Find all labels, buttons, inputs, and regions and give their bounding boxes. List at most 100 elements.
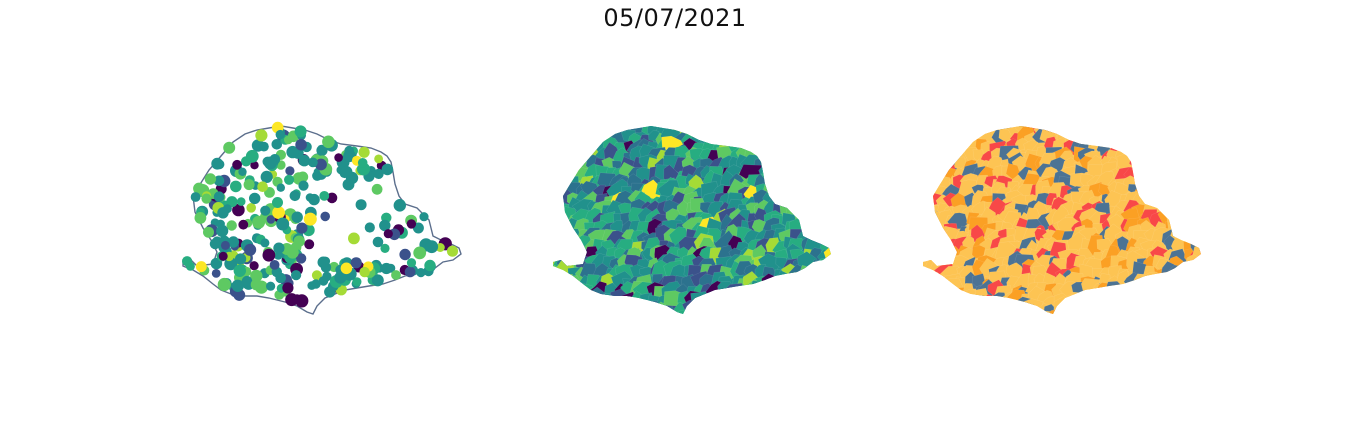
municipality-class-polygon: [1114, 307, 1134, 314]
municipality-point: [250, 269, 263, 283]
municipality-polygon: [726, 126, 742, 137]
municipality-polygon: [830, 221, 831, 237]
municipality-point: [315, 158, 327, 171]
municipality-polygon: [770, 141, 788, 157]
municipality-polygon: [556, 282, 572, 298]
municipality-class-polygon: [1194, 281, 1201, 301]
municipality-point: [293, 235, 305, 247]
municipality-class-polygon: [923, 255, 925, 274]
municipality-polygon: [569, 126, 591, 143]
municipality-point: [193, 182, 205, 195]
municipality-polygon: [808, 302, 830, 314]
municipality-polygon: [789, 281, 807, 300]
municipality-class-polygon: [955, 313, 973, 314]
municipality-polygon: [775, 283, 790, 297]
municipality-polygon: [710, 126, 728, 133]
municipality-class-polygon: [1191, 243, 1201, 263]
municipality-polygon: [818, 188, 831, 211]
municipality-class-polygon: [954, 292, 970, 304]
municipality-class-polygon: [1001, 310, 1019, 314]
municipality-class-polygon: [979, 302, 998, 314]
municipality-point: [316, 144, 328, 156]
municipality-class-polygon: [1141, 295, 1164, 314]
municipality-polygon: [762, 294, 777, 307]
municipality-point: [264, 156, 277, 170]
municipality-polygon: [702, 299, 720, 314]
municipality-point: [272, 197, 283, 208]
municipality-polygon: [768, 157, 779, 169]
municipality-polygon: [652, 306, 677, 314]
municipality-polygon: [782, 159, 798, 173]
municipality-class-polygon: [1187, 190, 1201, 206]
municipality-class-polygon: [968, 309, 987, 314]
municipality-polygon: [723, 304, 737, 314]
municipality-class-polygon: [982, 294, 996, 310]
municipality-class-polygon: [910, 113, 923, 125]
municipality-class-polygon: [1159, 149, 1178, 163]
municipality-polygon: [808, 272, 828, 295]
municipality-point: [236, 197, 246, 206]
municipality-polygon: [825, 159, 831, 179]
municipality-polygon: [554, 126, 574, 129]
municipality-point: [355, 199, 367, 211]
municipality-class-polygon: [962, 305, 981, 314]
municipality-class-polygon: [1171, 156, 1192, 178]
municipality-point: [244, 243, 257, 256]
municipality-class-polygon: [1115, 126, 1137, 150]
municipality-polygon: [827, 126, 831, 136]
municipality-class-polygon: [1177, 192, 1196, 211]
municipality-polygon: [556, 240, 576, 259]
municipality-class-polygon: [1112, 126, 1130, 133]
municipality-class-polygon: [1192, 134, 1201, 157]
municipality-polygon: [818, 145, 831, 163]
municipality-polygon: [780, 139, 803, 160]
municipality-point: [218, 251, 228, 261]
municipality-polygon: [553, 156, 555, 178]
municipality-point: [260, 170, 273, 183]
municipality-class-polygon: [1163, 305, 1182, 314]
municipality-point: [394, 199, 406, 210]
municipality-point: [352, 277, 362, 287]
municipality-class-polygon: [1159, 281, 1173, 298]
municipality-class-polygon: [1070, 299, 1087, 314]
municipality-polygon: [827, 232, 831, 253]
municipality-class-polygon: [1194, 292, 1201, 310]
municipality-class-polygon: [1135, 291, 1156, 312]
municipality-class-polygon: [976, 126, 989, 136]
municipality-point: [350, 257, 362, 269]
municipality-point: [406, 258, 417, 268]
municipality-class-polygon: [1155, 277, 1170, 289]
municipality-point: [235, 253, 247, 265]
municipality-point: [262, 248, 276, 262]
municipality-polygon: [806, 218, 829, 238]
municipality-class-polygon: [1151, 288, 1169, 308]
municipality-point: [233, 264, 246, 277]
municipality-class-polygon: [1200, 126, 1201, 143]
municipality-polygon: [553, 214, 561, 231]
municipality-polygon: [816, 216, 831, 238]
municipality-point: [446, 245, 459, 257]
municipality-point: [232, 203, 245, 217]
municipality-polygon: [745, 309, 766, 314]
map-panel-categorical: [905, 100, 1225, 340]
municipality-class-polygon: [1087, 312, 1103, 314]
municipality-point: [298, 180, 309, 191]
municipality-class-polygon: [1193, 126, 1201, 129]
municipality-point: [296, 222, 308, 234]
municipality-polygon: [796, 148, 821, 165]
municipality-class-polygon: [1197, 207, 1201, 228]
municipality-class-polygon: [1165, 204, 1180, 219]
municipality-polygon: [553, 182, 562, 198]
municipality-class-polygon: [923, 283, 936, 300]
municipality-polygon: [640, 111, 653, 126]
municipality-class-polygon: [949, 302, 971, 314]
municipality-class-polygon: [1187, 221, 1201, 238]
municipality-polygon: [625, 307, 644, 314]
municipality-class-polygon: [1159, 129, 1179, 145]
municipality-class-polygon: [1166, 148, 1186, 167]
municipality-class-polygon: [1097, 311, 1113, 314]
municipality-class-polygon: [1105, 298, 1127, 314]
municipality-point: [271, 139, 283, 150]
municipality-point: [320, 211, 330, 222]
municipality-polygon: [809, 185, 825, 203]
